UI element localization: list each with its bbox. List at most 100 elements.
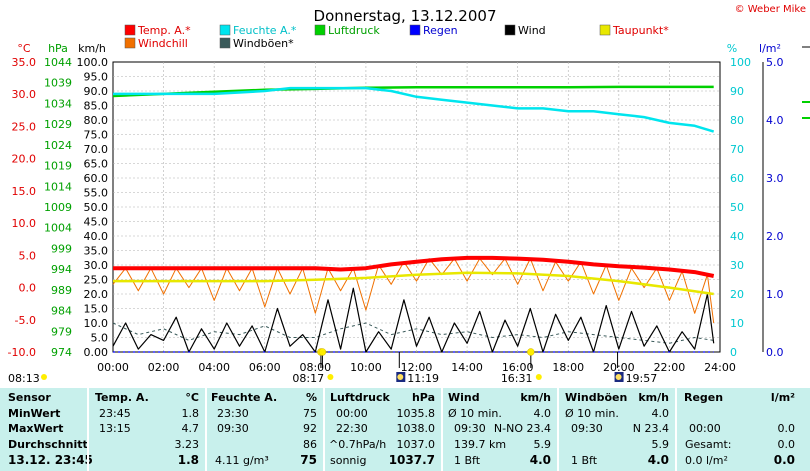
legend-swatch xyxy=(124,37,136,49)
pressure-tick-label: 1004 xyxy=(44,222,72,235)
wind-tick-label: 10.0 xyxy=(84,317,109,330)
rain-tick-label: 2.0 xyxy=(766,230,784,243)
temp-tick-label: 5.0 xyxy=(19,249,37,262)
pressure-tick-label: 1024 xyxy=(44,139,72,152)
current-time-label: 13.12. 23:45 xyxy=(8,453,93,467)
x-tick-label: 12:00 xyxy=(401,361,433,374)
wind-tick-label: 50.0 xyxy=(84,201,109,214)
durchschnitt-label: Durchschnitt xyxy=(8,438,88,451)
humidity-tick-label: 80 xyxy=(730,114,744,127)
gust-beaufort: 1 Bft xyxy=(571,454,598,467)
temp-header: Temp. A. xyxy=(95,391,149,404)
wind-tick-label: 30.0 xyxy=(84,259,109,272)
wind-tick-label: 25.0 xyxy=(84,274,109,287)
maxwert-label: MaxWert xyxy=(8,422,64,435)
wind-avg10-value: 4.0 xyxy=(533,407,552,420)
rain-unit-label: l/m² xyxy=(759,42,781,55)
legend-label: Regen xyxy=(423,24,458,37)
wind-tick-label: 55.0 xyxy=(84,187,109,200)
pressure-tick-label: 979 xyxy=(51,325,72,338)
series-line-wind xyxy=(112,287,715,353)
x-tick-label: 10:00 xyxy=(350,361,382,374)
temp-tick-label: 10.0 xyxy=(12,217,37,230)
legend-label: Feuchte A.* xyxy=(233,24,297,37)
gust-current-value: 4.0 xyxy=(647,453,669,467)
temp-tick-label: 35.0 xyxy=(12,56,37,69)
weather-chart: Donnerstag, 13.12.2007 © Weber Mike Temp. … xyxy=(8,4,810,385)
pressure-max-time: 22:30 xyxy=(336,422,368,435)
temp-max-time: 13:15 xyxy=(99,422,131,435)
legend-label: Windchill xyxy=(138,37,188,50)
humidity-avg-value: 86 xyxy=(303,438,317,451)
sun-icon xyxy=(41,374,47,380)
pressure-tick-label: 1044 xyxy=(44,56,72,69)
series-line-luftdruck xyxy=(112,85,714,98)
legend-label: Luftdruck xyxy=(328,24,380,37)
wind-tick-label: 80.0 xyxy=(84,114,109,127)
humidity-max-value: 92 xyxy=(303,422,317,435)
temp-max-value: 4.7 xyxy=(181,422,200,435)
pressure-unit: hPa xyxy=(411,391,435,404)
legend-swatch xyxy=(599,24,611,36)
humidity-tick-label: 90 xyxy=(730,85,744,98)
rain-total-label: Gesamt: xyxy=(685,438,732,451)
pressure-tick-label: 984 xyxy=(51,305,72,318)
pressure-max-value: 1038.0 xyxy=(396,422,436,435)
temp-unit-label: °C xyxy=(17,42,31,55)
wind-unit-label: km/h xyxy=(78,42,106,55)
legend-label: Taupunkt* xyxy=(612,24,669,37)
wind-tick-label: 40.0 xyxy=(84,230,109,243)
column-divider xyxy=(557,388,559,471)
moon-time-label: 19:57 xyxy=(626,372,658,385)
sun-icon xyxy=(318,348,327,356)
sun-icon xyxy=(527,348,535,356)
pressure-tick-label: 999 xyxy=(51,242,72,255)
wind-max-value: N-NO 23.4 xyxy=(493,422,551,435)
wind-tick-label: 15.0 xyxy=(84,303,109,316)
humidity-tick-label: 30 xyxy=(730,259,744,272)
humidity-min-value: 75 xyxy=(303,407,317,420)
x-tick-label: 00:00 xyxy=(97,361,129,374)
temp-unit: °C xyxy=(185,391,199,404)
gust-max-time: 09:30 xyxy=(571,422,603,435)
wind-unit: km/h xyxy=(520,391,551,404)
legend-label: Wind xyxy=(518,24,546,37)
sensor-header: Sensor xyxy=(8,391,51,404)
pressure-trend: ^0.7hPa/h xyxy=(329,438,387,451)
series-line-taupunkt xyxy=(113,271,714,296)
column-divider xyxy=(675,388,677,471)
legend-swatch xyxy=(219,37,231,49)
x-tick-label: 14:00 xyxy=(451,361,483,374)
pressure-tick-label: 1039 xyxy=(44,77,72,90)
humidity-unit-label: % xyxy=(727,42,737,55)
temp-tick-label: -5.0 xyxy=(15,314,36,327)
humidity-tick-label: 100 xyxy=(730,56,751,69)
wind-tick-label: 100.0 xyxy=(77,56,109,69)
legend-swatch xyxy=(409,24,421,36)
rain-tick-label: 4.0 xyxy=(766,114,784,127)
x-tick-label: 24:00 xyxy=(704,361,736,374)
temp-tick-label: 15.0 xyxy=(12,185,37,198)
series-line-temp-a xyxy=(113,255,715,278)
legend-swatch xyxy=(314,24,326,36)
humidity-min-time: 23:30 xyxy=(217,407,249,420)
humidity-tick-label: 20 xyxy=(730,288,744,301)
x-tick-label: 20:00 xyxy=(603,361,635,374)
column-divider xyxy=(205,388,207,471)
legend-swatch xyxy=(124,24,136,36)
legend-swatch xyxy=(219,24,231,36)
rain-tick-label: 0.0 xyxy=(766,346,784,359)
gust-avg-value: 5.9 xyxy=(651,438,670,451)
rain-max-time: 00:00 xyxy=(689,422,721,435)
rain-header: Regen xyxy=(684,391,724,404)
rain-tick-label: 3.0 xyxy=(766,172,784,185)
pressure-column: Luftdruck hPa 00:00 1035.8 22:30 1038.0 … xyxy=(325,388,441,471)
humidity-tick-label: 40 xyxy=(730,230,744,243)
pressure-tick-label: 1014 xyxy=(44,180,72,193)
moon-icon xyxy=(615,374,622,380)
sensor-column: Sensor MinWert MaxWert Durchschnitt 13.1… xyxy=(0,388,93,471)
gust-avg10-value: 4.0 xyxy=(651,407,670,420)
moon-icon xyxy=(397,374,404,380)
rain-total-value: 0.0 xyxy=(777,438,796,451)
series-line-feuchte-a xyxy=(113,86,715,133)
